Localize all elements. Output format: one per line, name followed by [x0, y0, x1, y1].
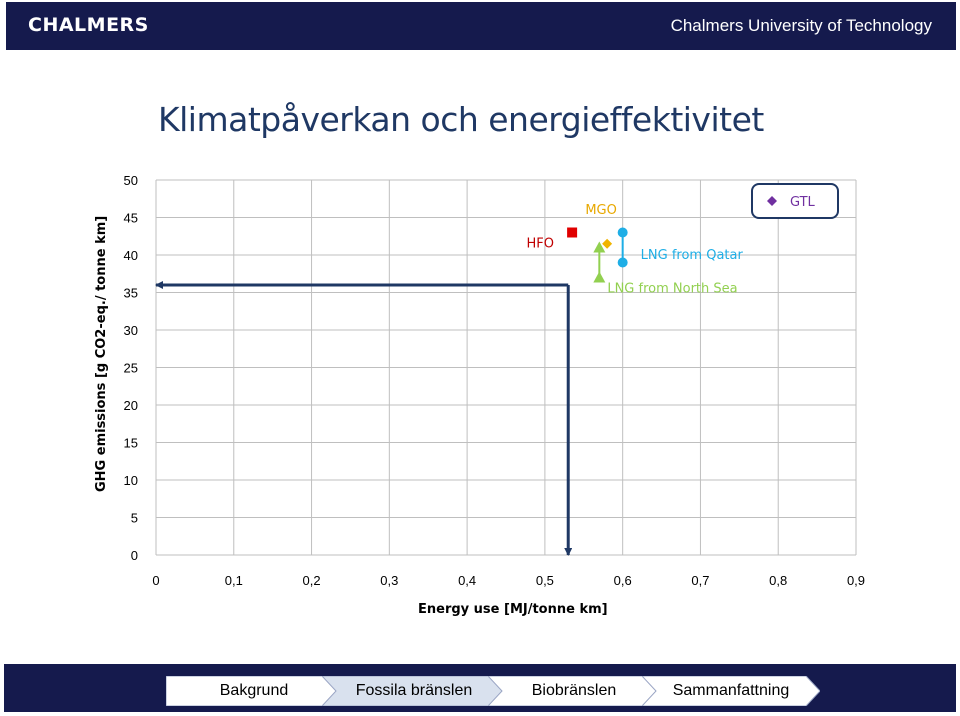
legend-marker-gtl	[767, 196, 777, 206]
x-tick-label: 0,7	[691, 573, 709, 588]
x-tick-label: 0,1	[225, 573, 243, 588]
data-point-lng-from-north-sea	[593, 271, 606, 283]
nav-button-bakgrund[interactable]: Bakgrund	[166, 676, 342, 706]
series-label: LNG from North Sea	[607, 282, 737, 297]
data-point-mgo	[602, 238, 613, 249]
nav-button-label: Bakgrund	[219, 682, 289, 699]
x-tick-label: 0	[152, 573, 159, 588]
y-axis-label: GHG emissions [g CO2-eq./ tonne km]	[94, 215, 109, 492]
nav-button-label: Biobränslen	[531, 682, 617, 699]
series-label: HFO	[526, 237, 554, 252]
y-tick-label: 15	[124, 436, 138, 451]
y-tick-label: 35	[124, 286, 138, 301]
x-tick-label: 0,4	[458, 573, 476, 588]
y-tick-label: 25	[124, 361, 138, 376]
nav-button-shape	[322, 676, 506, 706]
nav-button-label: Sammanfattning	[672, 682, 790, 699]
y-tick-label: 20	[124, 398, 138, 413]
x-tick-label: 0,2	[303, 573, 321, 588]
nav-button-biobränslen[interactable]: Biobränslen	[488, 676, 660, 706]
data-point-lng-from-qatar	[617, 257, 628, 268]
chalmers-logo: CHALMERS	[28, 14, 149, 36]
y-tick-label: 50	[124, 173, 138, 188]
data-point-lng-from-qatar	[617, 227, 628, 238]
y-tick-label: 45	[124, 211, 138, 226]
series-label: LNG from Qatar	[641, 248, 744, 263]
x-tick-label: 0,6	[614, 573, 632, 588]
slide-title: Klimatpåverkan och energieffektivitet	[158, 100, 764, 139]
y-tick-label: 0	[131, 548, 138, 563]
x-tick-label: 0,9	[847, 573, 865, 588]
nav-button-fossila-bränslen[interactable]: Fossila bränslen	[322, 676, 506, 706]
x-axis-label: Energy use [MJ/tonne km]	[418, 602, 608, 617]
data-point-lng-from-north-sea	[593, 241, 606, 253]
university-name: Chalmers University of Technology	[670, 16, 932, 35]
y-tick-label: 5	[131, 511, 138, 526]
nav-button-shape	[488, 676, 660, 706]
y-tick-label: 30	[124, 323, 138, 338]
x-tick-label: 0,8	[769, 573, 787, 588]
y-tick-label: 10	[124, 473, 138, 488]
series-label: MGO	[585, 203, 617, 218]
x-tick-label: 0,3	[380, 573, 398, 588]
legend-label: GTL	[790, 195, 816, 210]
y-tick-label: 40	[124, 248, 138, 263]
nav-button-label: Fossila bränslen	[355, 682, 473, 699]
x-tick-label: 0,5	[536, 573, 554, 588]
header-bar: CHALMERS Chalmers University of Technolo…	[6, 2, 956, 50]
data-point-hfo	[567, 227, 578, 238]
nav-button-shape	[642, 676, 820, 706]
legend-box	[751, 183, 839, 219]
nav-button-sammanfattning[interactable]: Sammanfattning	[642, 676, 820, 706]
